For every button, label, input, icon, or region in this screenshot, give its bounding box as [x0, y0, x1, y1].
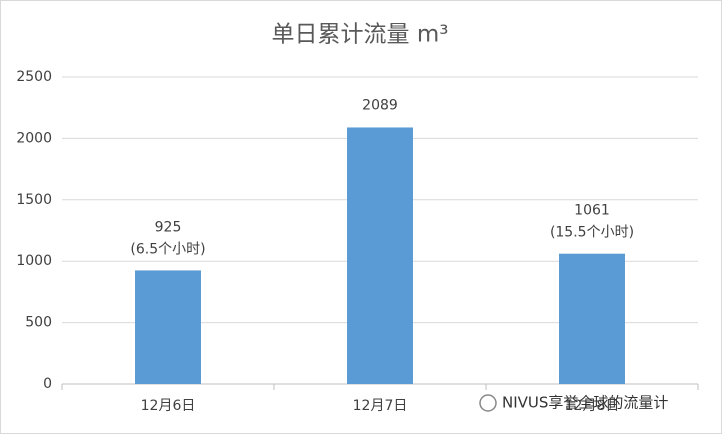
data-label: 2089 [362, 97, 398, 113]
y-tick-label: 0 [43, 376, 52, 392]
bar [135, 270, 201, 384]
data-label: 925 [155, 219, 182, 235]
data-label: 1061 [574, 203, 610, 219]
data-note: (6.5个小时) [130, 241, 205, 257]
x-tick-label: 12月6日 [141, 398, 196, 414]
x-tick-label: 12月7日 [353, 398, 408, 414]
data-note: (15.5个小时) [550, 225, 634, 241]
x-tick-label: 12月8日 [565, 398, 620, 414]
y-tick-label: 500 [25, 315, 52, 331]
bar [559, 253, 625, 384]
chart-title: 单日累计流量 m³ [272, 22, 449, 48]
watermark: NIVUS享誉全球的流量计 [502, 394, 668, 412]
y-tick-label: 1500 [16, 192, 52, 208]
y-tick-label: 2000 [16, 130, 52, 146]
watermark-icon [479, 394, 497, 412]
y-tick-label: 2500 [16, 69, 52, 85]
y-tick-label: 1000 [16, 253, 52, 269]
bar [347, 127, 413, 385]
